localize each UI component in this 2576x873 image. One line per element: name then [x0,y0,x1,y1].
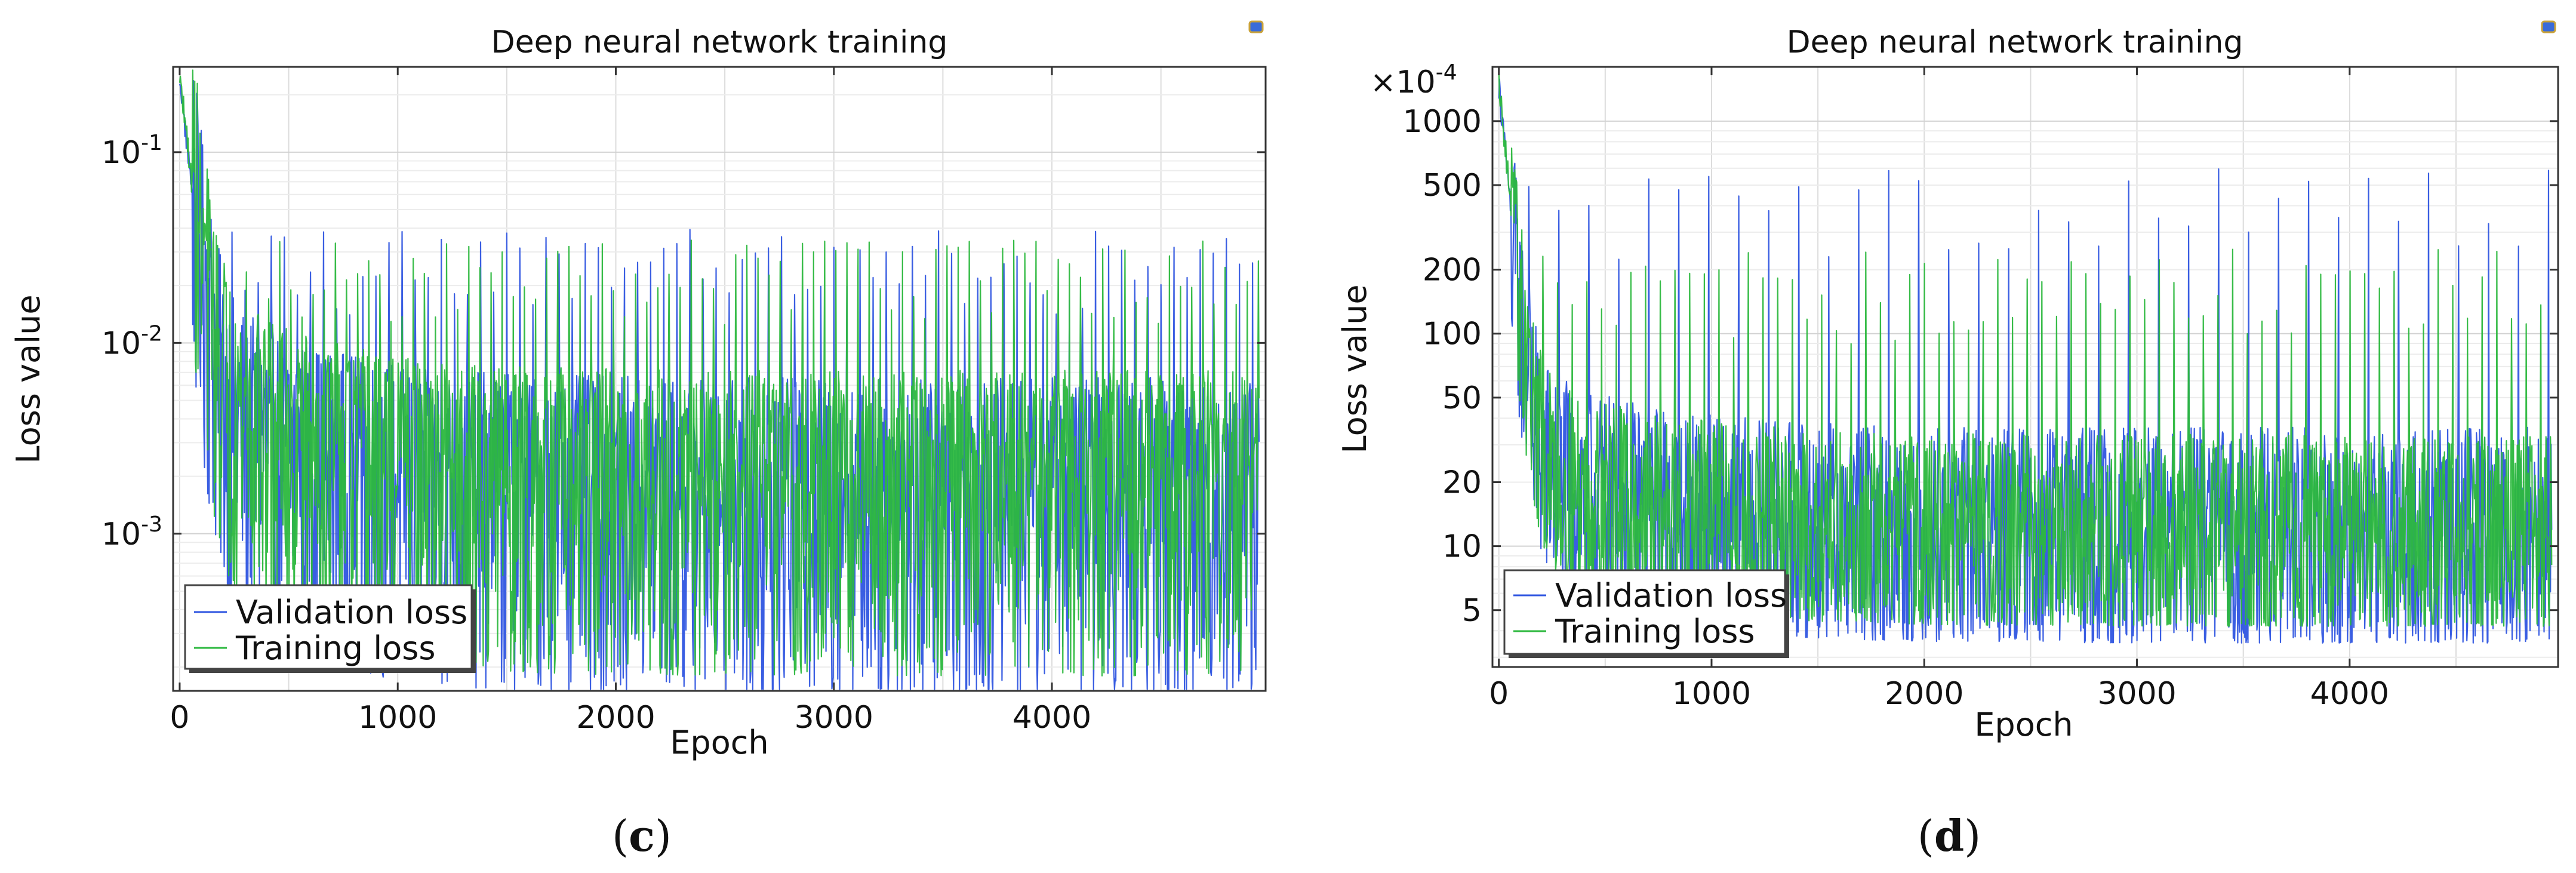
panel-c-x-tick-label: 0 [170,700,189,736]
panel-c-y-tick-label: 10-3 [101,512,162,552]
panel-c-x-tick-label: 4000 [1012,700,1091,736]
panel-d-y-tick-label: 50 [1442,380,1482,416]
panel-d-y-tick-label: 10 [1442,529,1482,565]
panel-d-sublabel: (d) [1918,810,1981,861]
panel-c: Deep neural network training 0 1000 2000 30… [10,21,1266,861]
panel-d-x-tick-label: 0 [1489,676,1509,712]
panel-c-y-tick-label: 10-1 [101,131,162,171]
panel-d-x-tick-label: 3000 [2097,676,2176,712]
panel-d-x-axis-label: Epoch [1974,706,2073,743]
panel-c-legend: Validation loss Training loss [185,585,476,673]
panel-c-x-axis-label: Epoch [670,724,768,761]
panel-d-legend: Validation loss Training loss [1504,570,1789,658]
panel-c-title: Deep neural network training [491,24,948,60]
panel-c-x-tick-label: 3000 [795,700,873,736]
panel-c-corner-icon [1249,21,1263,32]
panel-c-x-tick-label: 2000 [576,700,655,736]
panel-c-x-tick-label: 1000 [358,700,437,736]
panel-c-legend-training: Training loss [235,629,436,667]
panel-d-y-tick-label: 100 [1423,316,1482,352]
panel-d-y-tick-label: 5 [1462,593,1482,629]
panel-c-y-tick-label: 10-2 [101,321,162,361]
panel-d-y-multiplier: ×10-4 [1370,60,1457,100]
panel-c-legend-validation: Validation loss [236,594,467,631]
panel-d-y-tick-label: 500 [1423,168,1482,204]
panel-c-y-axis-label: Loss value [10,294,47,463]
panel-d-x-tick-label: 2000 [1885,676,1963,712]
panel-d-y-tick-label: 20 [1442,465,1482,500]
panel-d-plot-area [1499,69,2552,643]
panel-d-legend-training: Training loss [1555,613,1755,650]
panel-d-series-lines [1499,69,2552,643]
panel-d-x-tick-label: 4000 [2310,676,2389,712]
panel-d-y-tick-label: 1000 [1403,104,1482,140]
panel-d-y-axis-label: Loss value [1336,284,1374,453]
panel-d-corner-icon [2542,21,2555,32]
panel-d-legend-validation: Validation loss [1555,577,1787,614]
panel-d-x-tick-label: 1000 [1672,676,1751,712]
panel-d: Deep neural network training 0 1000 2000 30… [1336,21,2558,861]
panel-d-title: Deep neural network training [1787,24,2243,60]
panel-c-sublabel: (c) [612,810,672,861]
figure: Deep neural network training 0 1000 2000 30… [0,0,2576,873]
panel-d-y-tick-label: 200 [1423,253,1482,288]
